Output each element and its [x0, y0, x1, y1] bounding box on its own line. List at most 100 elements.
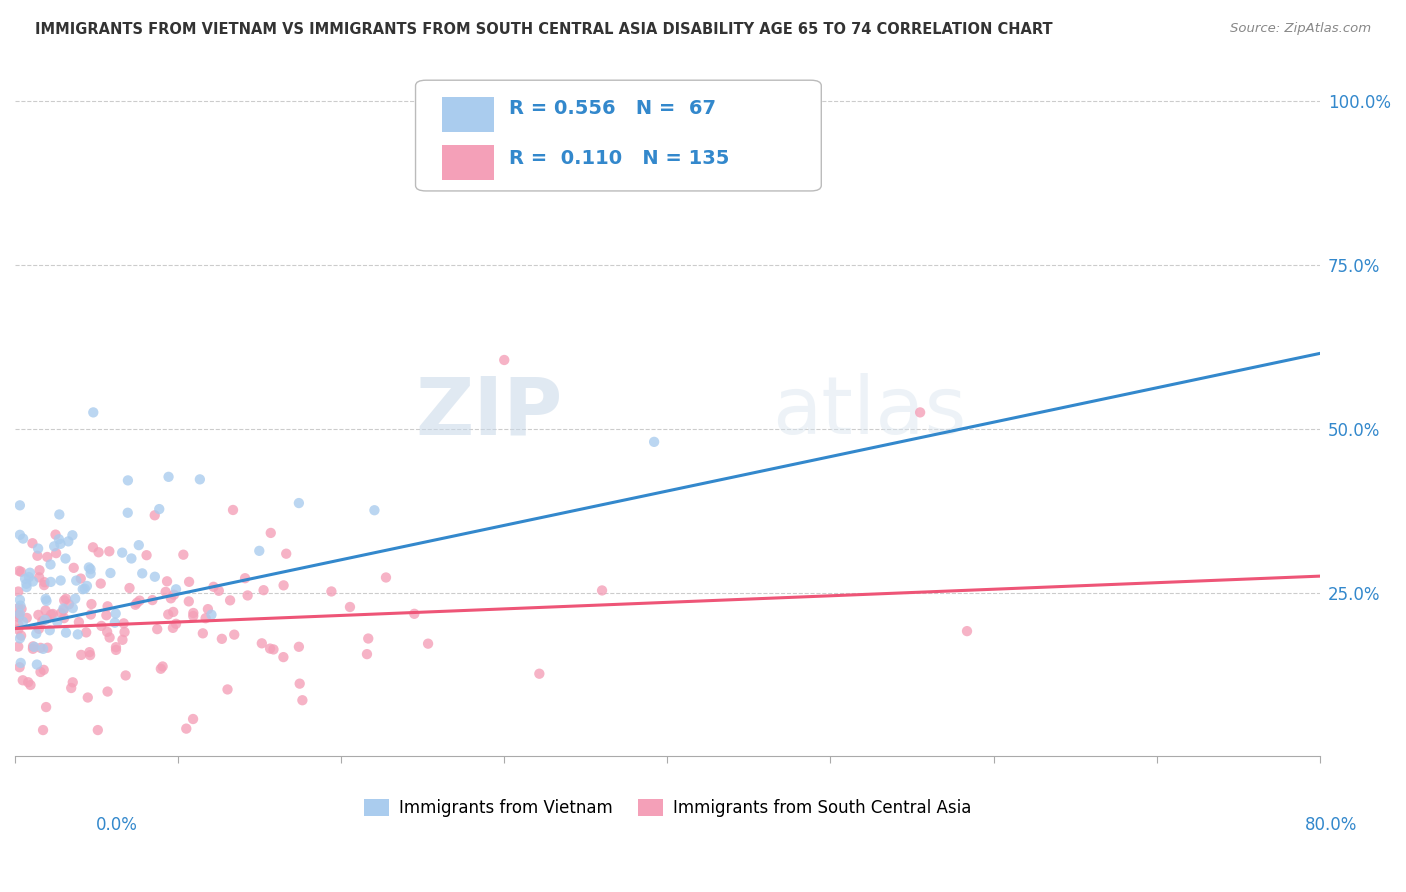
Point [956, 624, 979, 639]
Point [97, 599, 120, 614]
Point [163, 588, 186, 602]
Point [104, 607, 127, 621]
Point [143, 570, 166, 584]
Point [208, 583, 231, 598]
Point [45, 546, 67, 560]
Point [18, 570, 41, 584]
Point [10, 565, 32, 579]
Point [35, 594, 58, 608]
Point [28, 622, 51, 636]
Point [32, 578, 55, 592]
Point [80, 597, 103, 611]
Point [177, 574, 200, 589]
Point [339, 599, 361, 614]
Point [219, 593, 242, 607]
Point [7, 617, 30, 632]
Point [20, 678, 42, 692]
Point [211, 632, 233, 646]
Text: R = 0.556   N =  67: R = 0.556 N = 67 [509, 99, 717, 118]
Point [10, 629, 32, 643]
Point [62, 675, 84, 690]
Point [236, 589, 259, 603]
Point [44, 527, 66, 541]
Point [224, 627, 246, 641]
Point [58, 597, 80, 611]
Point [200, 607, 222, 622]
Point [8, 607, 31, 621]
Point [11, 673, 34, 688]
Point [39, 574, 62, 589]
Point [97, 684, 120, 698]
Point [591, 583, 613, 598]
Point [55, 625, 77, 640]
Point [416, 637, 439, 651]
Point [160, 591, 183, 606]
Point [643, 434, 665, 449]
Point [30, 665, 52, 679]
Point [10, 656, 32, 670]
Point [63, 591, 86, 606]
Point [79, 562, 101, 576]
Point [288, 676, 311, 690]
Point [363, 503, 385, 517]
Point [250, 636, 273, 650]
Point [82, 541, 104, 555]
Point [53, 593, 76, 607]
Point [37, 612, 59, 626]
Point [21, 640, 44, 654]
Point [529, 666, 551, 681]
Point [38, 624, 60, 638]
Point [37, 640, 59, 655]
Point [181, 609, 204, 624]
Point [174, 722, 197, 736]
Point [76, 579, 98, 593]
Text: atlas: atlas [772, 374, 966, 451]
Point [21, 536, 44, 550]
Point [72, 582, 94, 597]
Point [21, 641, 44, 656]
Point [79, 645, 101, 659]
Text: IMMIGRANTS FROM VIETNAM VS IMMIGRANTS FROM SOUTH CENTRAL ASIA DISABILITY AGE 65 : IMMIGRANTS FROM VIETNAM VS IMMIGRANTS FR… [35, 22, 1053, 37]
Point [55, 551, 77, 566]
Point [155, 585, 177, 599]
Point [273, 650, 295, 665]
Text: R =  0.110   N = 135: R = 0.110 N = 135 [509, 148, 730, 168]
Point [73, 582, 96, 596]
Text: 0.0%: 0.0% [96, 816, 138, 834]
Point [165, 582, 187, 597]
Point [18, 566, 41, 580]
Point [233, 571, 256, 585]
Point [76, 690, 98, 705]
Point [31, 614, 53, 628]
Point [288, 640, 311, 654]
Point [172, 548, 194, 562]
Point [62, 561, 84, 575]
Point [90, 619, 112, 633]
Point [44, 539, 66, 553]
Point [197, 602, 219, 616]
Point [124, 598, 146, 612]
Point [37, 549, 59, 564]
Point [49, 537, 72, 551]
Point [148, 502, 170, 516]
Point [48, 533, 70, 547]
Point [21, 574, 44, 589]
Point [75, 625, 97, 640]
Point [34, 613, 56, 627]
Point [30, 640, 52, 655]
Point [7, 607, 30, 622]
Point [177, 594, 200, 608]
Point [34, 603, 56, 617]
Point [62, 601, 84, 615]
Point [96, 624, 118, 639]
Point [8, 528, 31, 542]
Text: ZIP: ZIP [416, 374, 562, 451]
Point [98, 631, 121, 645]
Point [152, 659, 174, 673]
Point [273, 578, 295, 592]
Point [96, 608, 118, 623]
Point [7, 584, 30, 599]
Point [117, 506, 139, 520]
Legend: Immigrants from Vietnam, Immigrants from South Central Asia: Immigrants from Vietnam, Immigrants from… [357, 792, 977, 823]
Point [217, 682, 239, 697]
